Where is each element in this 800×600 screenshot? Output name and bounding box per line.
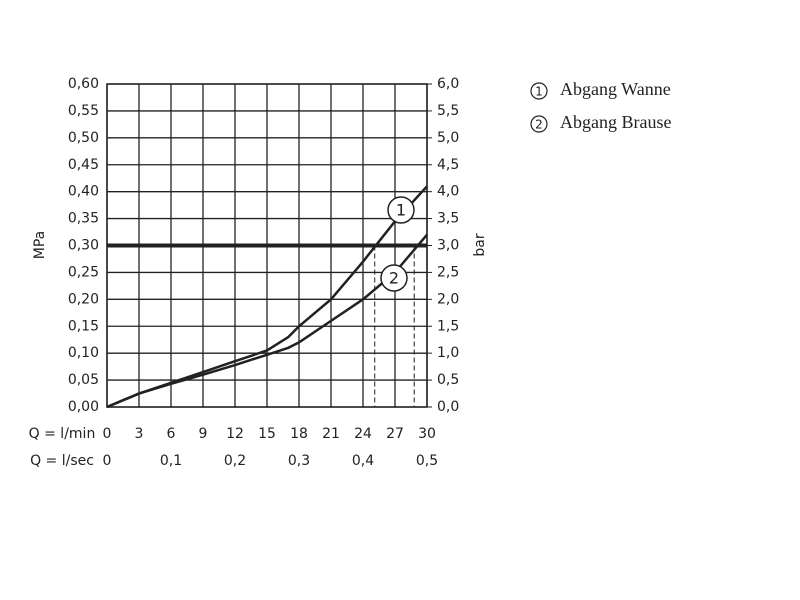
y2-tick-label: 0,0	[437, 399, 459, 415]
curve-tag-label: 1	[396, 201, 406, 220]
y2-tick-label: 2,5	[437, 264, 459, 280]
curve-tag-label: 2	[389, 269, 399, 288]
y2-tick-label: 5,0	[437, 130, 459, 146]
y-tick-label: 0,30	[68, 238, 99, 254]
x-tick-label: 27	[386, 426, 404, 442]
y2-tick-label: 6,0	[437, 76, 459, 92]
y2-tick-label: 4,0	[437, 184, 459, 200]
y-tick-label: 0,45	[68, 157, 99, 173]
x-tick-label: 0	[103, 426, 112, 442]
legend-label: Abgang Wanne	[560, 79, 671, 99]
x2-tick-label: 0	[103, 453, 112, 469]
y2-axis-label: bar	[472, 233, 488, 256]
y-tick-label: 0,10	[68, 345, 99, 361]
y-tick-label: 0,20	[68, 291, 99, 307]
y-tick-label: 0,50	[68, 130, 99, 146]
y2-tick-label: 1,5	[437, 318, 459, 334]
x2-tick-label: 0,5	[416, 453, 438, 469]
x-tick-label: 15	[258, 426, 276, 442]
legend-symbol	[530, 115, 548, 133]
x-tick-label: 3	[135, 426, 144, 442]
x2-tick-label: 0,4	[352, 453, 374, 469]
x2-tick-label: 0,1	[160, 453, 182, 469]
y-axis-label: MPa	[32, 231, 48, 259]
x-tick-label: 18	[290, 426, 308, 442]
y2-tick-label: 0,5	[437, 372, 459, 388]
x-tick-label: 30	[418, 426, 436, 442]
x-tick-label: 24	[354, 426, 372, 442]
y2-tick-label: 1,0	[437, 345, 459, 361]
x2-tick-label: 0,2	[224, 453, 246, 469]
y-tick-label: 0,15	[68, 318, 99, 334]
y2-tick-label: 3,5	[437, 211, 459, 227]
curve-tag	[380, 264, 408, 292]
legend-symbol-label: 2	[535, 118, 543, 132]
x2-tick-label: 0,3	[288, 453, 310, 469]
y-tick-label: 0,55	[68, 103, 99, 119]
x-tick-label: 9	[199, 426, 208, 442]
y2-tick-label: 5,5	[437, 103, 459, 119]
y-tick-label: 0,40	[68, 184, 99, 200]
series-line	[106, 233, 428, 409]
legend-symbol	[530, 82, 548, 100]
legend-symbol-label: 1	[535, 85, 543, 99]
x-axis-label: Q = l/min	[29, 426, 96, 442]
x2-axis-label: Q = l/sec	[30, 453, 94, 469]
x-tick-label: 21	[322, 426, 340, 442]
y-tick-label: 0,00	[68, 399, 99, 415]
y2-tick-label: 2,0	[437, 291, 459, 307]
x-tick-label: 12	[226, 426, 244, 442]
y-tick-label: 0,60	[68, 76, 99, 92]
x-tick-label: 6	[167, 426, 176, 442]
y-tick-label: 0,35	[68, 211, 99, 227]
y2-tick-label: 3,0	[437, 238, 459, 254]
y2-tick-label: 4,5	[437, 157, 459, 173]
curve-tag	[387, 196, 415, 224]
legend-label: Abgang Brause	[560, 112, 671, 132]
y-tick-label: 0,25	[68, 264, 99, 280]
y-tick-label: 0,05	[68, 372, 99, 388]
